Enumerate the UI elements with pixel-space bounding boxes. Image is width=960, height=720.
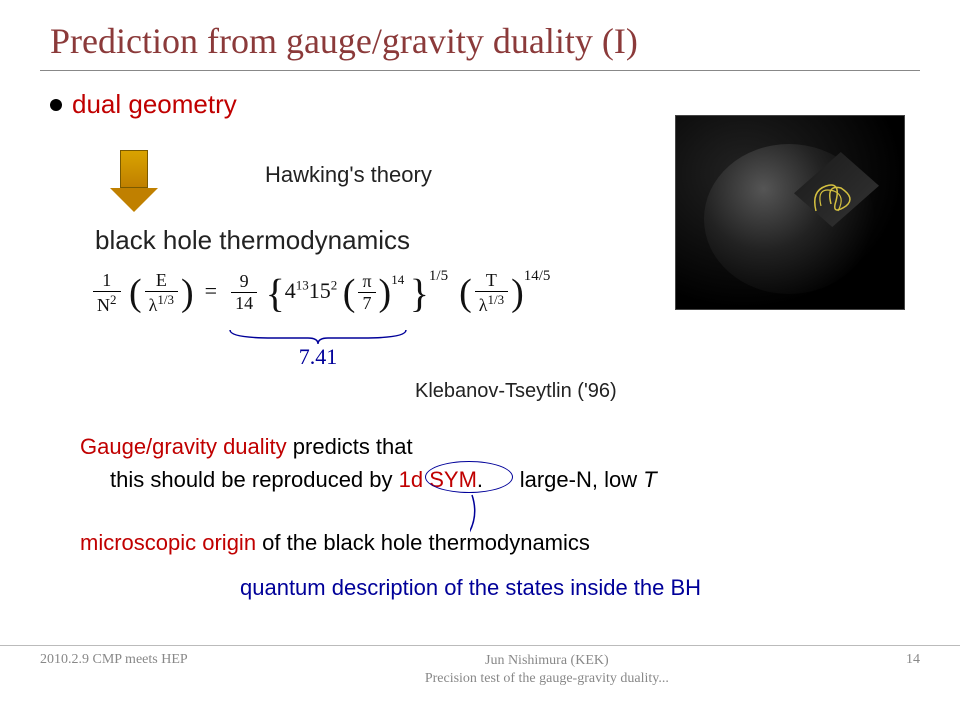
footer-page-number: 14 bbox=[906, 652, 960, 688]
black-hole-illustration bbox=[675, 115, 905, 310]
quantum-description-text: quantum description of the states inside… bbox=[240, 575, 701, 601]
energy-formula: 1N2 (Eλ1/3) = 914 {413152 (π7)14 }1/5 (T… bbox=[90, 268, 550, 316]
slide-title: Prediction from gauge/gravity duality (I… bbox=[40, 20, 920, 71]
underbrace-annotation: 7.41 bbox=[228, 328, 408, 370]
down-arrow-icon bbox=[120, 150, 158, 212]
circled-1d-sym bbox=[425, 461, 513, 493]
klebanov-tseytlin-cite: Klebanov-Tseytlin ('96) bbox=[415, 380, 617, 403]
bh-thermodynamics-label: black hole thermodynamics bbox=[95, 225, 410, 256]
prediction-text: Gauge/gravity duality predicts that this… bbox=[80, 430, 657, 496]
footer-center: Jun Nishimura (KEK) Precision test of th… bbox=[188, 652, 906, 688]
dual-geometry-text: dual geometry bbox=[72, 89, 237, 120]
footer-date: 2010.2.9 CMP meets HEP bbox=[0, 652, 188, 688]
hawking-theory-label: Hawking's theory bbox=[265, 162, 432, 188]
bullet-icon bbox=[50, 99, 62, 111]
underbrace-value: 7.41 bbox=[228, 344, 408, 370]
slide-footer: 2010.2.9 CMP meets HEP Jun Nishimura (KE… bbox=[0, 645, 960, 688]
microscopic-origin-text: microscopic origin of the black hole the… bbox=[80, 530, 590, 556]
